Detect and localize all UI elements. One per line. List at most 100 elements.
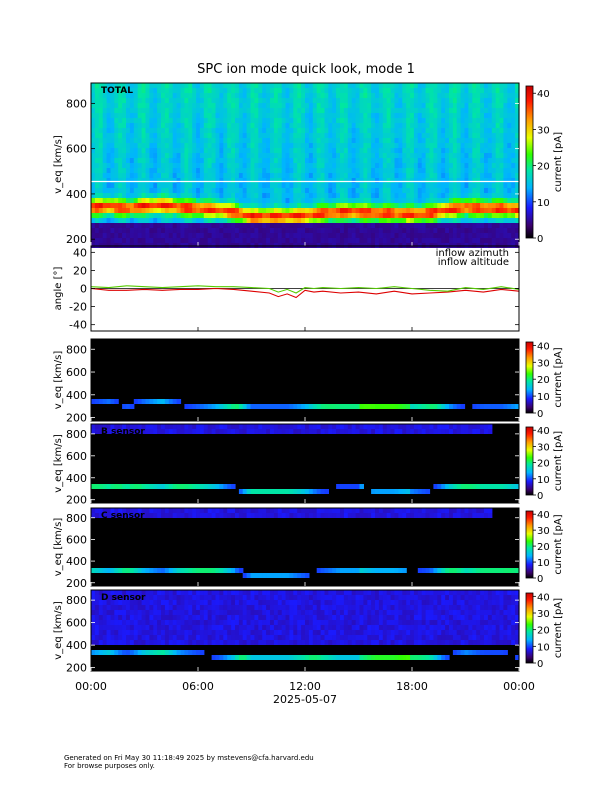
heatmap-cell bbox=[164, 213, 170, 218]
heatmap-cell bbox=[429, 213, 434, 218]
heatmap-cell bbox=[215, 600, 220, 605]
heatmap-cell bbox=[188, 138, 193, 143]
heatmap-cell bbox=[114, 595, 119, 600]
heatmap-cell bbox=[340, 118, 345, 123]
heatmap-cell bbox=[449, 568, 454, 573]
heatmap-cell bbox=[157, 123, 162, 128]
heatmap-cell bbox=[476, 88, 481, 93]
heatmap-cell bbox=[394, 208, 399, 213]
heatmap-cell bbox=[293, 158, 298, 163]
heatmap-cell bbox=[332, 203, 337, 208]
heatmap-cell bbox=[231, 233, 236, 238]
heatmap-cell bbox=[464, 108, 469, 113]
heatmap-cell bbox=[94, 193, 100, 198]
heatmap-cell bbox=[231, 133, 236, 138]
heatmap-cell bbox=[277, 178, 283, 183]
heatmap-cell bbox=[390, 148, 396, 153]
heatmap-cell bbox=[421, 128, 427, 133]
heatmap-cell bbox=[270, 213, 275, 218]
heatmap-cell bbox=[324, 203, 329, 208]
y-tick-label: 400 bbox=[66, 472, 87, 485]
heatmap-cell bbox=[106, 183, 112, 188]
heatmap-cell bbox=[491, 108, 497, 113]
heatmap-cell bbox=[386, 568, 392, 573]
heatmap-cell bbox=[476, 123, 481, 128]
heatmap-cell bbox=[114, 429, 119, 434]
heatmap-cell bbox=[386, 178, 392, 183]
heatmap-cell bbox=[242, 600, 248, 605]
heatmap-cell bbox=[503, 93, 508, 98]
heatmap-cell bbox=[118, 163, 123, 168]
heatmap-cell bbox=[114, 600, 119, 605]
heatmap-cell bbox=[219, 238, 224, 243]
heatmap-cell bbox=[281, 118, 287, 123]
heatmap-cell bbox=[196, 163, 201, 168]
heatmap-cell bbox=[511, 83, 516, 88]
heatmap-cell bbox=[270, 153, 275, 158]
heatmap-cell bbox=[456, 88, 462, 93]
heatmap-cell bbox=[211, 178, 217, 183]
heatmap-cell bbox=[375, 163, 380, 168]
heatmap-cell bbox=[164, 484, 170, 489]
heatmap-cell bbox=[429, 208, 434, 213]
heatmap-cell bbox=[386, 93, 392, 98]
heatmap-cell bbox=[227, 193, 232, 198]
heatmap-cell bbox=[157, 153, 162, 158]
heatmap-cell bbox=[499, 178, 504, 183]
heatmap-cell bbox=[246, 404, 252, 409]
heatmap-cell bbox=[293, 238, 298, 243]
heatmap-cell bbox=[192, 600, 197, 605]
heatmap-cell bbox=[382, 203, 388, 208]
heatmap-cell bbox=[413, 113, 419, 118]
heatmap-cell bbox=[480, 233, 485, 238]
heatmap-cell bbox=[293, 198, 298, 203]
heatmap-cell bbox=[406, 103, 411, 108]
heatmap-cell bbox=[98, 640, 104, 645]
heatmap-cell bbox=[118, 173, 123, 178]
heatmap-cell bbox=[491, 88, 497, 93]
heatmap-cell bbox=[94, 183, 100, 188]
heatmap-cell bbox=[281, 233, 287, 238]
heatmap-cell bbox=[421, 123, 427, 128]
heatmap-cell bbox=[215, 198, 220, 203]
heatmap-cell bbox=[316, 208, 322, 213]
heatmap-cell bbox=[176, 143, 182, 148]
heatmap-cell bbox=[219, 630, 224, 635]
heatmap-cell bbox=[118, 513, 123, 518]
heatmap-cell bbox=[293, 183, 298, 188]
heatmap-cell bbox=[196, 178, 201, 183]
heatmap-cell bbox=[196, 83, 201, 88]
heatmap-cell bbox=[184, 508, 189, 513]
heatmap-cell bbox=[308, 158, 314, 163]
heatmap-cell bbox=[180, 213, 185, 218]
heatmap-cell bbox=[207, 138, 213, 143]
heatmap-cell bbox=[211, 635, 217, 640]
heatmap-cell bbox=[126, 113, 131, 118]
heatmap-cell bbox=[371, 178, 376, 183]
heatmap-cell bbox=[98, 108, 104, 113]
heatmap-cell bbox=[503, 203, 508, 208]
heatmap-cell bbox=[149, 625, 154, 630]
heatmap-cell bbox=[91, 399, 96, 404]
heatmap-cell bbox=[312, 183, 318, 188]
heatmap-cell bbox=[378, 148, 384, 153]
heatmap-cell bbox=[281, 573, 287, 578]
heatmap-cell bbox=[180, 513, 185, 518]
heatmap-cell bbox=[157, 630, 162, 635]
heatmap-cell bbox=[266, 573, 271, 578]
heatmap-cell bbox=[336, 203, 341, 208]
heatmap-cell bbox=[98, 429, 104, 434]
heatmap-cell bbox=[145, 98, 150, 103]
heatmap-cell bbox=[499, 188, 504, 193]
heatmap-cell bbox=[382, 168, 388, 173]
heatmap-cell bbox=[445, 163, 450, 168]
heatmap-cell bbox=[168, 178, 174, 183]
heatmap-cell bbox=[484, 93, 489, 98]
heatmap-cell bbox=[133, 203, 139, 208]
heatmap-cell bbox=[375, 218, 380, 223]
heatmap-cell bbox=[246, 208, 252, 213]
heatmap-cell bbox=[305, 213, 310, 218]
heatmap-cell bbox=[196, 98, 201, 103]
heatmap-cell bbox=[161, 424, 166, 429]
